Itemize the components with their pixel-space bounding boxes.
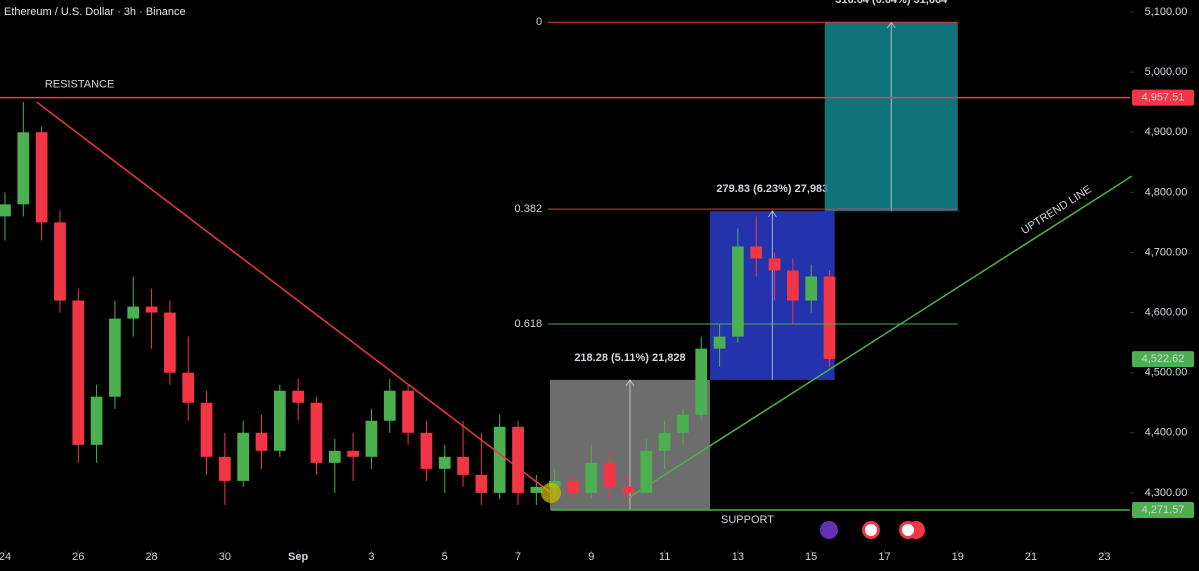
x-tick-label: Sep [288, 551, 308, 563]
x-tick-label: 26 [72, 551, 84, 563]
trendline [36, 101, 552, 494]
candle-body [567, 480, 579, 493]
resistance-label: RESISTANCE [45, 79, 114, 91]
x-tick-label: 23 [1098, 551, 1110, 563]
x-tick-label: 9 [588, 551, 594, 563]
candle-body [164, 312, 176, 373]
x-tick-label: 17 [878, 551, 890, 563]
axes: 4,300.00 4,400.00 4,500.00 4,600.00 4,700.00… [0, 6, 1187, 563]
measure-arrowhead [625, 378, 635, 387]
price-tag-label: 4,522.62 [1142, 353, 1185, 365]
y-tick-label: 5,100.00 [1145, 6, 1188, 18]
candle-body [823, 276, 836, 360]
candle-body [200, 402, 213, 457]
candles [0, 102, 836, 505]
candle-body [622, 486, 634, 493]
candle-body [713, 336, 726, 349]
measure-label: 218.28 (5.11%) 21,828 [574, 352, 685, 364]
y-tick-label: 4,900.00 [1145, 126, 1188, 138]
x-tick-label: 5 [442, 551, 448, 563]
x-tick-label: 11 [659, 551, 670, 563]
candle-body [237, 432, 250, 481]
y-tick-label: 4,300.00 [1145, 487, 1188, 499]
x-tick-label: 7 [515, 551, 521, 563]
fib-label: 0.382 [515, 203, 543, 215]
x-tick-label: 19 [952, 551, 964, 563]
candle-body [658, 432, 671, 451]
y-tick-label: 4,400.00 [1145, 427, 1188, 439]
candle-body [695, 348, 708, 415]
price-tag [1132, 501, 1194, 518]
y-tick-label: 4,700.00 [1145, 246, 1188, 258]
candle-body [677, 414, 689, 433]
fib-label: 0.618 [515, 318, 543, 330]
x-tick-label: 3 [368, 551, 374, 563]
price-tag-label: 4,957.51 [1142, 92, 1185, 104]
candle-body [786, 270, 799, 301]
uptrend-line [629, 175, 1133, 498]
x-tick-label: 30 [219, 551, 231, 563]
candle-body [805, 276, 818, 301]
candle-body [72, 300, 85, 445]
candle-body [145, 306, 158, 313]
price-tag-label: 4,271.57 [1142, 504, 1185, 516]
candle-body [420, 432, 433, 469]
y-tick-label: 4,600.00 [1145, 306, 1188, 318]
candle-body [310, 402, 323, 463]
measure-boxes: 218.28 (5.11%) 21,828 279.83 (6.23%) 27,9… [549, 0, 958, 510]
candle-body [218, 456, 231, 481]
candle-body [750, 246, 763, 259]
y-tick-label: 5,000.00 [1145, 66, 1188, 78]
candle-body [17, 132, 30, 205]
candle-body [402, 390, 414, 433]
event-icons [820, 521, 925, 539]
measure-arrowhead [767, 210, 777, 218]
candle-body [732, 246, 744, 337]
x-tick-label: 28 [145, 551, 157, 563]
chart-title: Ethereum / U.S. Dollar · 3h · Binance [4, 6, 186, 18]
candle-body [127, 306, 140, 319]
candle-body [109, 318, 121, 397]
candle-body [530, 486, 543, 493]
measure-label: 279.83 (6.23%) 27,983 [716, 183, 828, 195]
candle-body [640, 450, 653, 493]
candle-body [383, 390, 396, 421]
candle-body [475, 474, 488, 493]
candle-body [328, 450, 341, 463]
y-tick-label: 4,500.00 [1145, 367, 1188, 379]
candle-body [768, 258, 781, 271]
candle-body [35, 132, 48, 223]
candle-body [457, 456, 469, 475]
candle-body [493, 426, 506, 493]
candle-body [438, 456, 451, 469]
candle-body [0, 204, 11, 217]
measure-label: 316.64 (6.64%) 31,664 [835, 0, 948, 6]
candle-body [182, 372, 195, 403]
price-tag [1132, 89, 1194, 106]
candle-body [54, 222, 66, 301]
touch-point [541, 482, 562, 503]
x-tick-label: 24 [0, 551, 11, 563]
y-tick-label: 4,800.00 [1145, 186, 1188, 198]
candle-body [365, 420, 378, 457]
support-label: SUPPORT [721, 514, 774, 526]
candle-body [603, 462, 616, 487]
x-tick-label: 21 [1025, 551, 1037, 563]
price-tag [1132, 351, 1194, 368]
candle-body [292, 390, 305, 403]
candle-body [585, 462, 598, 493]
candle-body [273, 390, 286, 451]
x-tick-label: 15 [805, 551, 817, 563]
fib-label: 0 [536, 16, 542, 28]
candle-body [512, 426, 524, 493]
candle-body [347, 450, 359, 457]
candle-body [255, 432, 268, 451]
candle-body [90, 396, 103, 445]
x-tick-label: 13 [732, 551, 744, 563]
